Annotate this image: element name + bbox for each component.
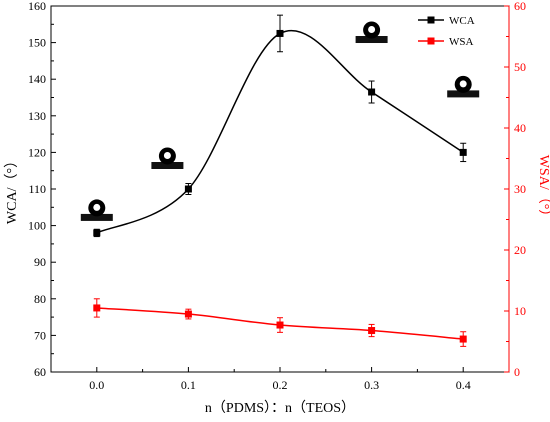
right-y-axis-ticks: 0 10 20 30 40 50 60 bbox=[504, 0, 526, 379]
left-y-tick-label: 90 bbox=[34, 255, 46, 269]
right-y-tick-label: 10 bbox=[514, 304, 526, 318]
x-tick-label: 0.4 bbox=[456, 378, 471, 392]
left-y-tick-label: 100 bbox=[28, 219, 46, 233]
series-layer bbox=[93, 14, 467, 347]
left-y-tick-label: 140 bbox=[28, 72, 46, 86]
x-axis-ticks: 0.0 0.1 0.2 0.3 0.4 bbox=[50, 367, 510, 392]
left-y-tick-label: 120 bbox=[28, 145, 46, 159]
x-tick-label: 0.0 bbox=[89, 378, 104, 392]
right-y-tick-label: 0 bbox=[514, 365, 520, 379]
droplet-highlight-icon bbox=[459, 80, 467, 88]
wsa-data-point bbox=[93, 304, 101, 312]
wca-data-point bbox=[368, 88, 376, 96]
wca-data-point bbox=[184, 185, 192, 193]
water-droplet-icon bbox=[151, 147, 184, 169]
wca-data-point bbox=[459, 148, 467, 156]
wca-data-point bbox=[276, 29, 284, 37]
wsa-data-point bbox=[459, 335, 467, 343]
droplet-highlight-icon bbox=[163, 152, 171, 159]
wca-series-line bbox=[96, 30, 464, 234]
x-axis-label: n（PDMS）：n（TEOS） bbox=[205, 400, 355, 416]
substrate-icon bbox=[80, 213, 113, 221]
wsa-data-point bbox=[184, 310, 192, 318]
x-tick-label: 0.2 bbox=[273, 378, 288, 392]
right-y-tick-label: 20 bbox=[514, 243, 526, 257]
legend-wsa-label: WSA bbox=[449, 36, 474, 48]
water-droplet-icon bbox=[80, 199, 113, 221]
left-y-tick-label: 160 bbox=[28, 0, 46, 13]
water-droplet-icon bbox=[447, 75, 480, 98]
left-y-tick-label: 70 bbox=[34, 328, 46, 342]
substrate-icon bbox=[355, 36, 388, 44]
droplet-highlight-icon bbox=[368, 26, 376, 34]
left-y-tick-label: 60 bbox=[34, 365, 46, 379]
left-y-tick-label: 150 bbox=[28, 36, 46, 50]
left-y-tick-label: 80 bbox=[34, 292, 46, 306]
legend-wsa-marker bbox=[427, 37, 435, 45]
legend-wca-label: WCA bbox=[449, 15, 475, 27]
right-y-tick-label: 30 bbox=[514, 182, 526, 196]
left-y-tick-label: 130 bbox=[28, 109, 46, 123]
right-y-axis-label: WSA/（°） bbox=[536, 155, 550, 224]
wsa-data-point bbox=[368, 327, 376, 335]
right-y-tick-label: 60 bbox=[514, 0, 526, 13]
droplet-highlight-icon bbox=[93, 203, 101, 211]
x-tick-label: 0.1 bbox=[181, 378, 196, 392]
x-tick-label: 0.3 bbox=[364, 378, 379, 392]
legend-wca-marker bbox=[427, 16, 435, 24]
right-y-tick-label: 40 bbox=[514, 121, 526, 135]
substrate-icon bbox=[151, 162, 184, 169]
left-y-tick-label: 110 bbox=[28, 182, 46, 196]
water-droplet-icon bbox=[355, 21, 388, 44]
right-y-tick-label: 50 bbox=[514, 60, 526, 74]
left-y-axis-ticks: 60 70 80 90 100 110 120 130 140 150 160 bbox=[28, 0, 56, 379]
left-y-axis-label: WCA/（°） bbox=[4, 154, 20, 224]
substrate-icon bbox=[447, 90, 480, 98]
wsa-data-point bbox=[276, 321, 284, 329]
wca-data-point bbox=[93, 229, 101, 237]
droplet-icons bbox=[80, 21, 480, 221]
plot-frame bbox=[50, 5, 510, 373]
legend: WCA WSA bbox=[418, 15, 475, 48]
